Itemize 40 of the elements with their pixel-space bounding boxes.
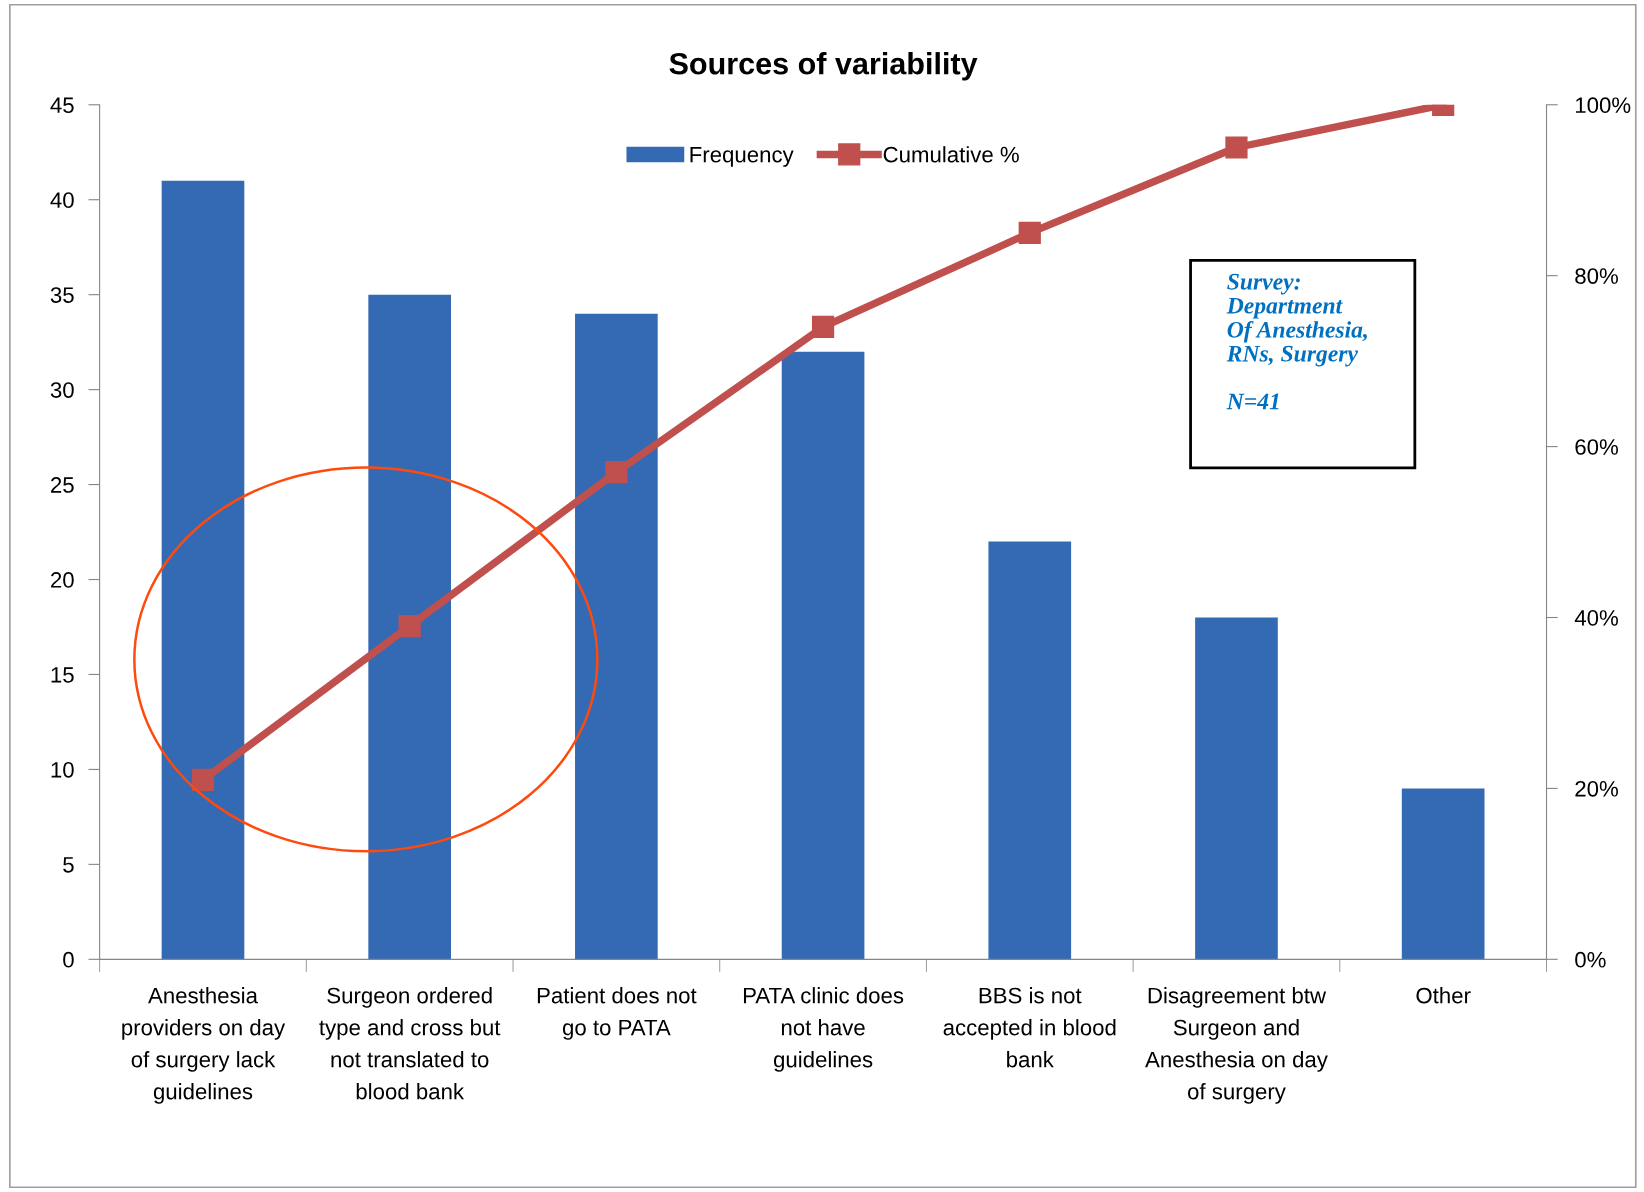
y2-tick-label: 40%: [1574, 610, 1618, 626]
bar: [575, 313, 658, 960]
y-tick-label: 35: [50, 287, 74, 303]
y-tick-label: 45: [50, 97, 74, 114]
y2-tick-label: 60%: [1575, 439, 1618, 455]
legend-label: Cumulative %: [883, 146, 1019, 163]
y-tick-label: 25: [51, 477, 74, 493]
legend-label: Frequency: [690, 146, 794, 167]
point: [1018, 221, 1041, 245]
point: [398, 614, 421, 638]
y-tick-label: 10: [51, 761, 74, 778]
y-tick-label: 40: [50, 192, 74, 208]
bar: [1195, 617, 1278, 960]
x-tick-label: Other: [1416, 987, 1471, 1004]
bar: [1401, 788, 1485, 960]
x-tick-label: Patient does not go to PATA: [537, 987, 697, 1040]
point: [811, 315, 835, 339]
x-tick-label: BBS is not accepted in blood bank: [943, 987, 1116, 1068]
y2-tick-label: 0%: [1575, 951, 1606, 968]
bar: [781, 351, 865, 960]
y-tick-label: 0: [63, 951, 74, 968]
y2-tick-label: 100%: [1575, 97, 1631, 114]
y2-tick-label: 20%: [1575, 780, 1618, 797]
x-tick-label: Surgeon ordered type and cross but not translated to blood bank: [319, 987, 501, 1100]
y-tick-label: 5: [63, 857, 74, 873]
point: [605, 461, 628, 484]
annotation: Survey: Department Of Anesthesia, RNs, Surgery N=41: [1226, 273, 1367, 410]
x-tick-label: Anesthesia providers on day of surgery lack guidelines: [122, 987, 286, 1104]
point: [1225, 136, 1248, 159]
x-tick-label: Disagreement btw Surgeon and Anesthesia on day of surgery: [1145, 987, 1328, 1104]
bar: [161, 180, 245, 960]
bar: [368, 294, 452, 960]
y-tick-label: 30: [50, 382, 74, 398]
y-tick-label: 20: [51, 572, 74, 588]
point: [191, 768, 215, 791]
y-tick-label: 15: [51, 667, 74, 683]
x-tick-label: PATA clinic does not have guidelines: [743, 987, 904, 1072]
chart-title: Sources of variability: [669, 52, 978, 81]
bar: [988, 541, 1072, 960]
y2-tick-label: 80%: [1575, 268, 1618, 284]
